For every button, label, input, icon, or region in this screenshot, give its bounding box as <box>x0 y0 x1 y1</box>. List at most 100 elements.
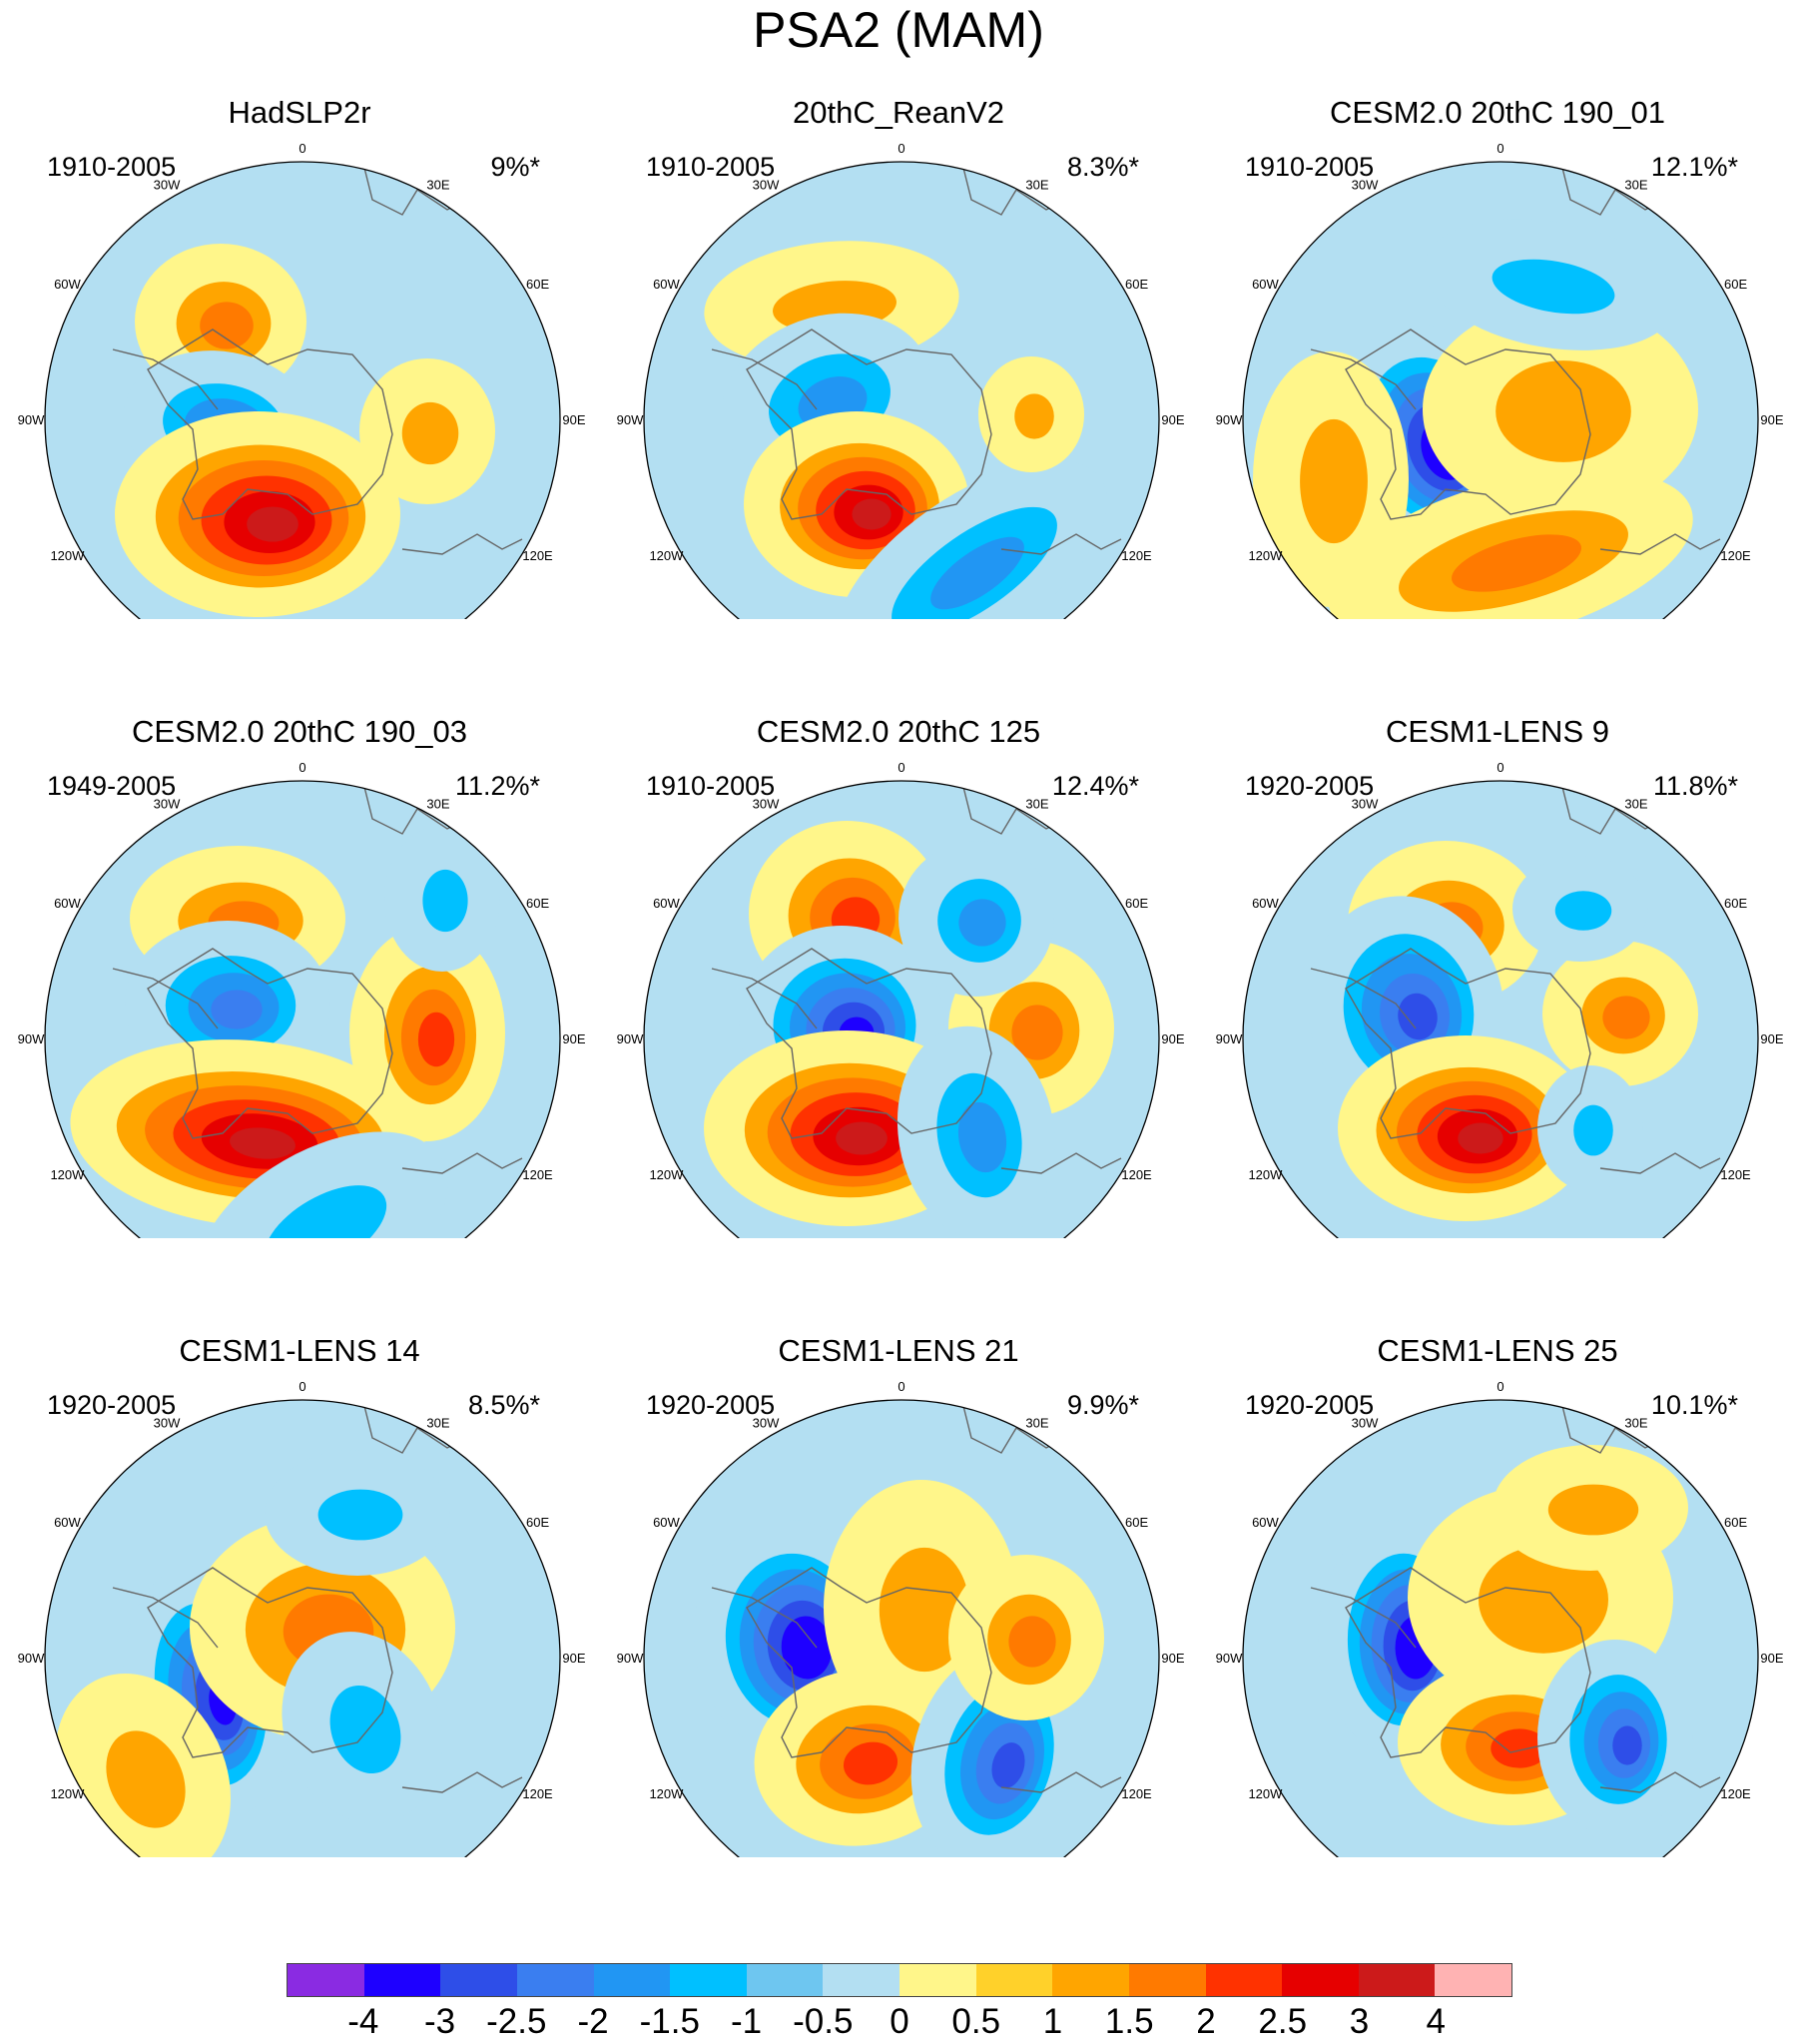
panel-variance-percent: 10.1%* <box>1650 1390 1738 1420</box>
map-panel: 030E60E90E120E150E180150W120W90W60W30W20… <box>599 0 1198 619</box>
longitude-label: 0 <box>898 1379 904 1394</box>
colorbar-swatch <box>1128 1964 1206 1996</box>
positive-anomaly-contour <box>1458 1122 1503 1154</box>
australia-coastline <box>401 533 523 555</box>
longitude-label: 60W <box>54 277 81 292</box>
colorbar-level-label: -1 <box>730 2002 763 2041</box>
longitude-label: 30W <box>1352 796 1379 811</box>
south-america-coastline <box>711 1587 818 1649</box>
negative-anomaly-contour <box>1573 1104 1613 1156</box>
longitude-label: 30W <box>154 1415 181 1430</box>
negative-anomaly-contour <box>317 1489 403 1541</box>
longitude-label: 60E <box>526 1515 549 1530</box>
panel-period: 1910-2005 <box>646 152 776 182</box>
colorbar-level-label: -2.5 <box>486 2002 547 2041</box>
antarctica-coastline <box>746 329 992 520</box>
longitude-label: 90W <box>617 412 644 427</box>
negative-anomaly-contour <box>991 1742 1025 1788</box>
panel-period: 1920-2005 <box>1245 1390 1375 1420</box>
map-boundary <box>643 161 1160 619</box>
map-boundary <box>643 1399 1160 1857</box>
antarctica-coastline <box>1345 948 1591 1139</box>
colorbar-level-label: 4 <box>1426 2002 1446 2041</box>
polar-map: 030E60E90E120E150E180150W120W90W60W30W <box>18 141 586 619</box>
longitude-label: 120W <box>1248 1786 1283 1801</box>
panel-period: 1910-2005 <box>1245 152 1375 182</box>
longitude-label: 30W <box>1352 1415 1379 1430</box>
longitude-label: 120E <box>522 1786 553 1801</box>
longitude-label: 30E <box>1025 1415 1048 1430</box>
negative-anomaly-contour <box>1612 1725 1642 1765</box>
panel-variance-percent: 8.5%* <box>467 1390 540 1420</box>
panel-variance-percent: 12.4%* <box>1051 771 1139 801</box>
positive-anomaly-contour <box>1496 360 1631 462</box>
longitude-label: 60E <box>1125 277 1148 292</box>
panel-period: 1920-2005 <box>47 1390 177 1420</box>
positive-anomaly-contour <box>836 1121 888 1155</box>
colorbar-level-label: 0 <box>890 2002 909 2041</box>
longitude-label: 0 <box>1497 141 1503 156</box>
colorbar-swatch <box>1435 1964 1511 1996</box>
positive-anomaly-contour <box>879 1547 970 1673</box>
positive-anomaly-contour <box>401 401 459 465</box>
colorbar-labels: -4 -3 -2.5 -2 -1.5 -1 -0.5 0 0.5 1 1.5 2 2.5 3 4 <box>287 2000 1512 2044</box>
colorbar-swatch <box>746 1964 824 1996</box>
colorbar-swatch <box>975 1964 1053 1996</box>
longitude-label: 90E <box>1760 1031 1783 1046</box>
antarctica-coastline <box>1345 329 1591 520</box>
longitude-label: 60W <box>653 1515 680 1530</box>
colorbar-swatch <box>899 1964 976 1996</box>
positive-anomaly-contour <box>1547 1484 1639 1536</box>
positive-anomaly-contour <box>1300 418 1368 544</box>
panel-title: CESM2.0 20thC 190_01 <box>1329 95 1666 130</box>
longitude-label: 60W <box>1252 1515 1279 1530</box>
longitude-label: 120E <box>522 548 553 563</box>
longitude-label: 0 <box>898 760 904 775</box>
longitude-label: 90E <box>1161 412 1184 427</box>
positive-anomaly-contour <box>1014 393 1054 439</box>
australia-coastline <box>401 1771 523 1793</box>
longitude-label: 90W <box>617 1031 644 1046</box>
colorbar-swatch <box>288 1964 364 1996</box>
positive-anomaly-contour <box>200 302 254 349</box>
south-america-coastline <box>711 348 818 410</box>
positive-anomaly-contour <box>106 1730 186 1828</box>
longitude-label: 0 <box>299 141 305 156</box>
colorbar-level-label: -2 <box>577 2002 609 2041</box>
longitude-label: 60W <box>653 896 680 911</box>
panel-variance-percent: 11.8%* <box>1652 771 1738 801</box>
antarctica-coastline <box>746 1567 992 1758</box>
panel-title: 20thC_ReanV2 <box>793 95 1004 130</box>
panel-variance-percent: 8.3%* <box>1066 152 1139 182</box>
positive-anomaly-contour <box>1008 1616 1056 1668</box>
panel-title: CESM2.0 20thC 190_03 <box>131 714 468 749</box>
colorbar-swatch <box>1052 1964 1129 1996</box>
colorbar-swatch <box>440 1964 517 1996</box>
colorbar-swatch <box>1205 1964 1283 1996</box>
polar-map: 030E60E90E120E150E180150W120W90W60W30W <box>617 760 1185 1238</box>
longitude-label: 120E <box>1720 548 1751 563</box>
panel-title: CESM1-LENS 14 <box>179 1333 420 1368</box>
colorbar-level-label: -4 <box>347 2002 379 2041</box>
polar-map: 030E60E90E120E150E180150W120W90W60W30W <box>1216 1379 1784 1857</box>
longitude-label: 120E <box>1121 1786 1152 1801</box>
map-panel: 030E60E90E120E150E180150W120W90W60W30WCE… <box>599 619 1198 1238</box>
panel-title: CESM2.0 20thC 125 <box>756 714 1041 749</box>
longitude-label: 30E <box>1624 1415 1647 1430</box>
panel-variance-percent: 9.9%* <box>1066 1390 1139 1420</box>
negative-anomaly-contour <box>264 1185 387 1238</box>
south-america-coastline <box>112 1587 219 1649</box>
colorbar-level-label: 3 <box>1349 2002 1370 2041</box>
australia-coastline <box>1000 1771 1122 1793</box>
colorbar-level-label: 2.5 <box>1258 2002 1308 2041</box>
positive-anomaly-contour <box>1452 534 1581 592</box>
polar-map: 030E60E90E120E150E180150W120W90W60W30W <box>18 1379 586 1857</box>
australia-coastline <box>1000 1152 1122 1174</box>
positive-anomaly-contour <box>1011 1005 1063 1060</box>
negative-anomaly-contour <box>1554 891 1612 931</box>
longitude-label: 90E <box>1161 1031 1184 1046</box>
polar-map: 030E60E90E120E150E180150W120W90W60W30W <box>617 1379 1185 1857</box>
antarctica-coastline <box>147 329 393 520</box>
longitude-label: 60E <box>526 277 549 292</box>
australia-coastline <box>1599 1771 1721 1793</box>
